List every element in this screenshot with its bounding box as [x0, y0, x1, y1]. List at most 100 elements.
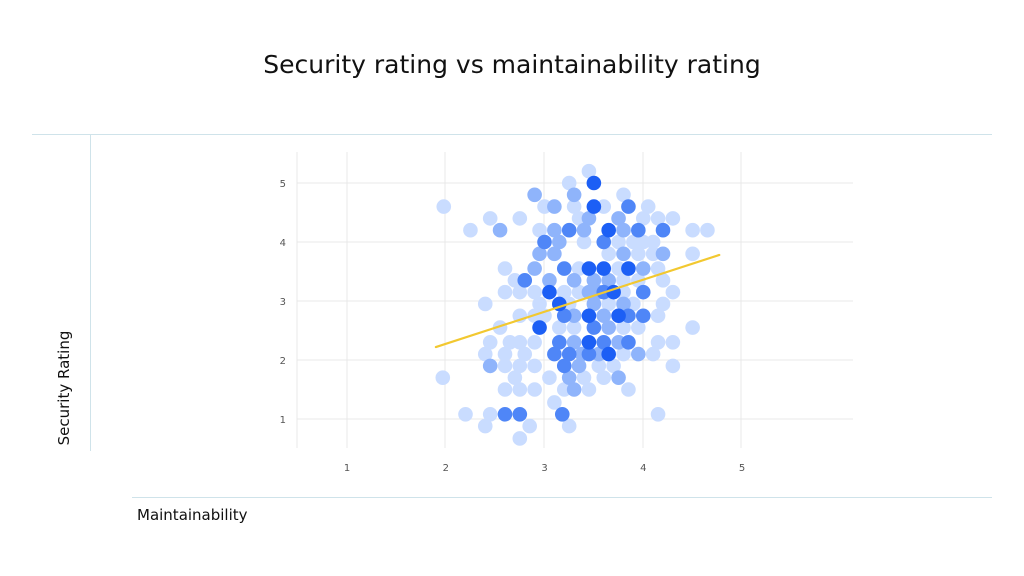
data-point — [645, 346, 661, 362]
data-point — [512, 335, 528, 350]
x-tick-label: 3 — [541, 463, 547, 474]
data-point — [561, 222, 577, 238]
data-point — [631, 246, 646, 262]
data-point — [482, 406, 498, 422]
data-point — [547, 222, 562, 238]
chart-title: Security rating vs maintainability ratin… — [263, 50, 761, 79]
y-tick-label: 3 — [280, 297, 286, 308]
data-point — [635, 284, 651, 300]
data-point — [571, 358, 587, 374]
data-point — [547, 346, 562, 362]
bottom-divider — [132, 497, 992, 498]
data-point — [616, 320, 631, 335]
data-point — [497, 406, 513, 422]
data-point — [616, 246, 631, 262]
data-point — [635, 211, 651, 226]
data-point — [527, 284, 542, 300]
data-point — [576, 222, 592, 238]
data-point — [581, 382, 597, 397]
data-point — [561, 175, 577, 191]
data-point — [482, 335, 498, 350]
data-point — [665, 358, 681, 374]
data-point — [537, 234, 552, 250]
data-point — [527, 187, 542, 203]
data-point — [621, 199, 636, 214]
x-tick-label: 4 — [640, 463, 646, 474]
data-point — [527, 382, 542, 397]
data-points — [435, 163, 715, 446]
data-point — [532, 296, 547, 312]
data-point — [611, 234, 626, 250]
trend-line — [434, 253, 721, 349]
data-point — [665, 335, 681, 350]
data-point — [458, 406, 473, 422]
data-point — [611, 370, 626, 386]
data-point — [601, 273, 616, 288]
data-point — [566, 382, 582, 397]
data-point — [436, 199, 452, 214]
data-point — [497, 284, 513, 300]
x-tick-label: 2 — [443, 463, 449, 474]
data-point — [601, 296, 616, 312]
tick-labels: 1 2 3 4 5 1 2 3 4 5 — [280, 179, 746, 474]
data-point — [581, 163, 597, 179]
data-point — [477, 296, 493, 312]
data-point — [650, 261, 666, 276]
data-point — [512, 358, 528, 374]
data-point — [566, 320, 582, 335]
data-point — [497, 261, 513, 276]
data-point — [655, 246, 671, 262]
data-point — [522, 418, 537, 434]
data-point — [655, 296, 671, 312]
data-point — [512, 406, 528, 422]
data-point — [611, 211, 626, 226]
data-point — [591, 358, 607, 374]
data-point — [497, 346, 513, 362]
data-point — [552, 335, 567, 350]
data-point — [631, 346, 646, 362]
data-point — [650, 308, 666, 324]
data-point — [532, 222, 547, 238]
data-point — [517, 346, 533, 362]
data-point — [497, 358, 513, 374]
data-point — [547, 246, 562, 262]
left-divider — [90, 134, 91, 451]
data-point — [616, 296, 631, 312]
data-point — [601, 246, 616, 262]
data-point — [631, 222, 646, 238]
data-point — [655, 222, 671, 238]
data-point — [561, 370, 577, 386]
data-point — [477, 346, 493, 362]
data-point — [512, 211, 528, 226]
data-point — [621, 261, 636, 276]
data-point — [640, 199, 656, 214]
data-point — [512, 284, 528, 300]
data-point — [616, 222, 631, 238]
data-point — [601, 222, 616, 238]
data-point — [581, 211, 597, 226]
data-point — [547, 395, 562, 410]
data-point — [581, 346, 597, 362]
data-point — [527, 261, 542, 276]
data-point — [665, 284, 681, 300]
data-point — [566, 187, 582, 203]
x-tick-label: 1 — [344, 463, 350, 474]
data-point — [616, 346, 631, 362]
data-point — [552, 234, 567, 250]
data-point — [650, 211, 666, 226]
data-point — [566, 199, 582, 214]
data-point — [611, 308, 626, 324]
data-point — [581, 261, 597, 276]
data-point — [532, 320, 547, 335]
data-point — [596, 370, 612, 386]
data-point — [561, 418, 577, 434]
data-point — [601, 346, 616, 362]
data-point — [650, 335, 666, 350]
data-point — [621, 335, 636, 350]
data-point — [650, 406, 666, 422]
data-point — [586, 296, 602, 312]
y-tick-label: 5 — [280, 179, 286, 190]
y-tick-label: 2 — [280, 356, 286, 367]
data-point — [700, 222, 715, 238]
